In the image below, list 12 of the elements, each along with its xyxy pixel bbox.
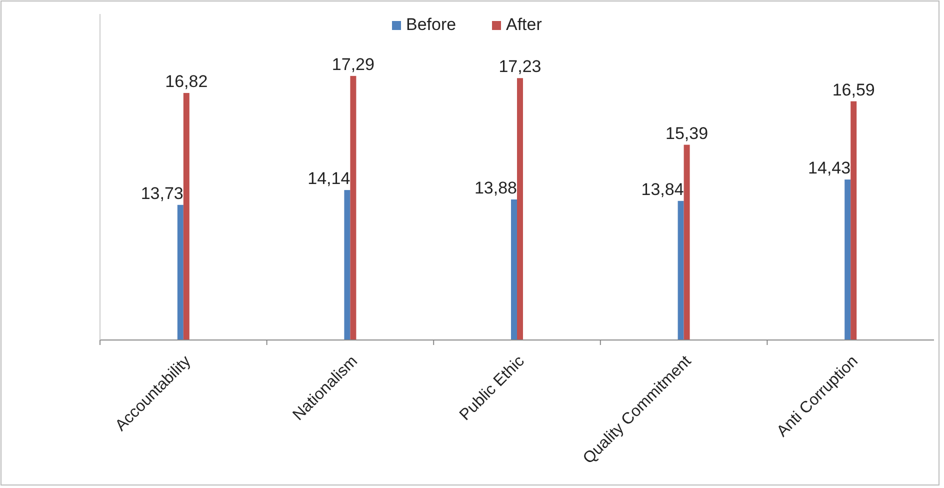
data-label: 16,82 bbox=[165, 72, 208, 91]
data-label: 14,43 bbox=[808, 158, 851, 178]
data-label: 13,88 bbox=[474, 178, 517, 198]
data-label: 14,14 bbox=[308, 169, 350, 188]
legend-label: After bbox=[506, 15, 542, 34]
data-label: 16,59 bbox=[832, 80, 875, 100]
data-label: 13,84 bbox=[641, 180, 684, 199]
legend-label: Before bbox=[406, 15, 456, 34]
data-label: 17,23 bbox=[498, 57, 542, 76]
data-label: 15,39 bbox=[666, 124, 708, 143]
data-label: 13,73 bbox=[140, 184, 184, 203]
data-label: 17,29 bbox=[332, 54, 374, 74]
